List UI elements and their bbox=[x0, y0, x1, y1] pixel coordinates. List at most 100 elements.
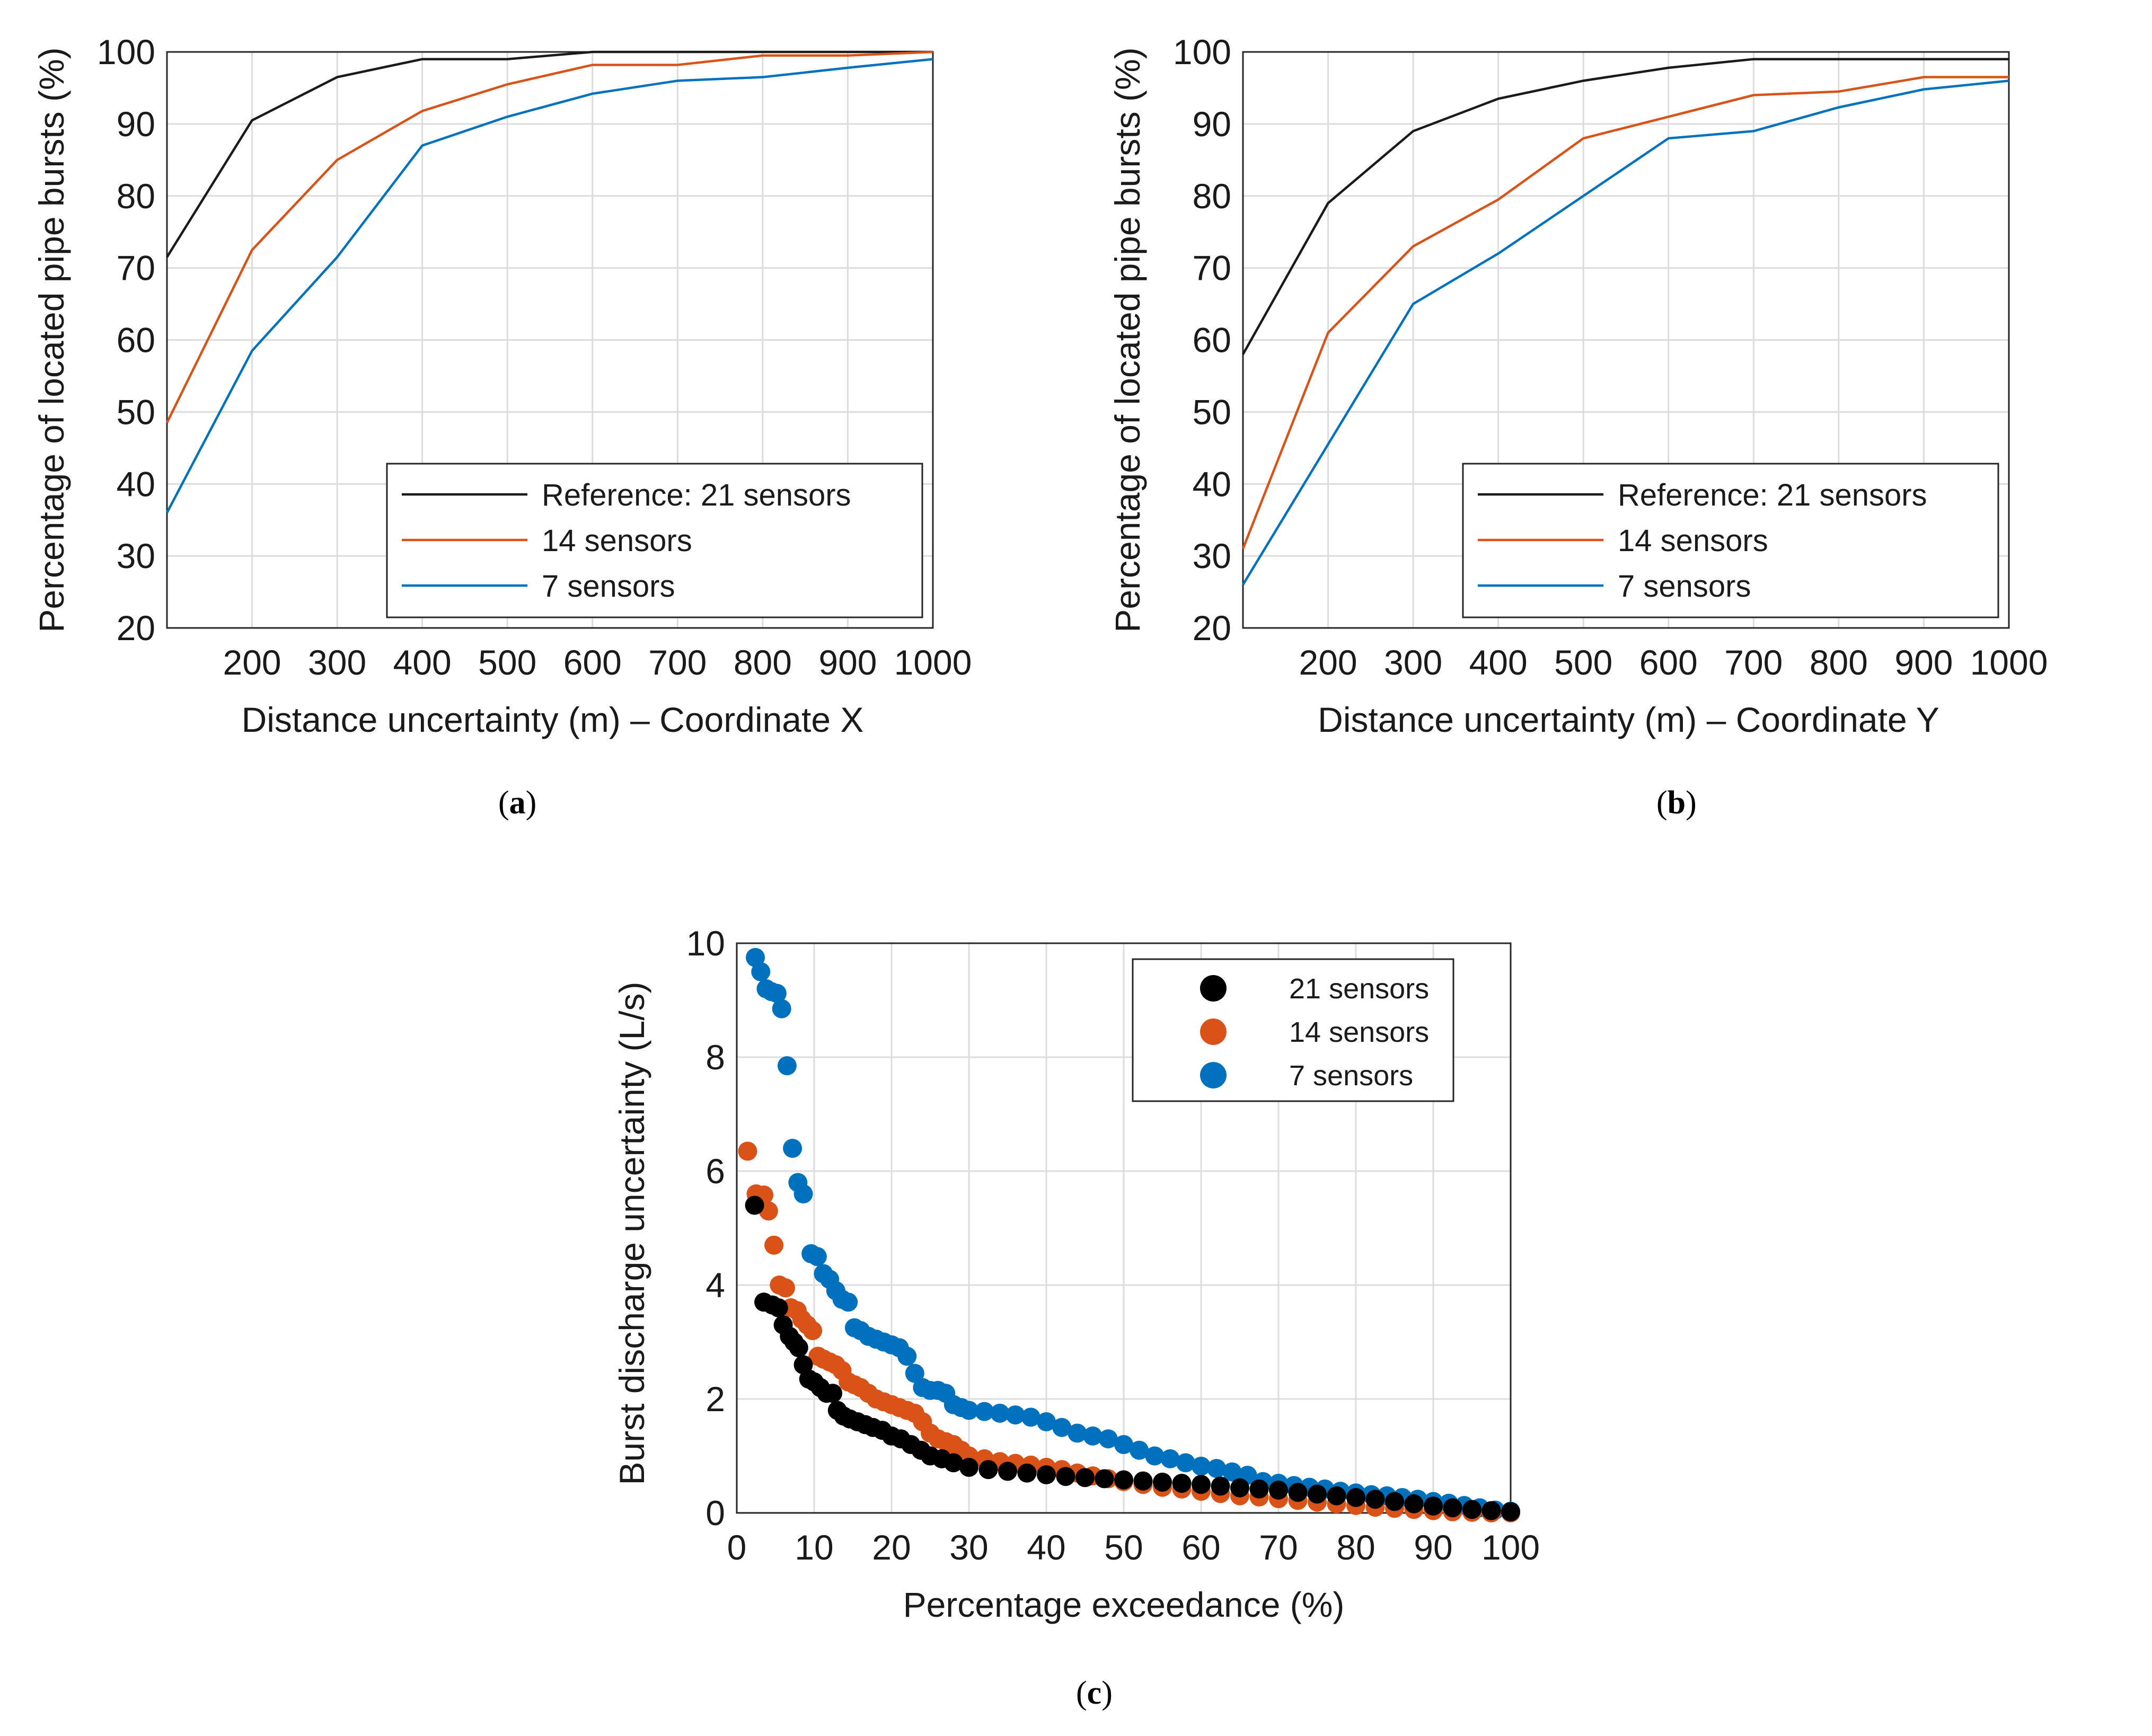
y-tick-label: 20 bbox=[117, 608, 155, 648]
y-tick-label: 2 bbox=[705, 1379, 725, 1419]
y-axis-label: Burst discharge uncertainty (L/s) bbox=[612, 981, 651, 1485]
legend-marker-2 bbox=[1200, 1062, 1227, 1088]
chart-panel-b: 200 300 400 500 600 700 800 900 1000 20 30 40 50 60 70… bbox=[1076, 0, 2152, 848]
line-chart-b: 200 300 400 500 600 700 800 900 1000 20 30 40 50 60 70… bbox=[1108, 32, 2048, 739]
caption-a: (a) bbox=[498, 785, 537, 821]
x-tick-label: 200 bbox=[223, 643, 281, 682]
data-point bbox=[1327, 1486, 1346, 1505]
x-tick-label: 1000 bbox=[1970, 643, 2048, 682]
data-point bbox=[1130, 1440, 1149, 1460]
data-point bbox=[1269, 1481, 1288, 1500]
data-point bbox=[1098, 1429, 1118, 1449]
data-point bbox=[764, 1235, 784, 1255]
data-point bbox=[738, 1141, 757, 1161]
legend-marker-1 bbox=[1200, 1018, 1227, 1045]
series-points-2 bbox=[746, 947, 1520, 1521]
data-point bbox=[1052, 1418, 1072, 1437]
series-line-0 bbox=[1242, 58, 2009, 355]
y-tick-label: 20 bbox=[1193, 608, 1231, 648]
data-point bbox=[1114, 1470, 1133, 1490]
line-chart-a: 200 300 400 500 600 700 800 900 1000 20 30 40 50 60 70… bbox=[32, 32, 972, 739]
chart-panel-c: 0 10 20 30 40 50 60 70 80 90 100 0 2 4 6 8 10 Percentage … bbox=[0, 848, 2152, 1736]
data-point bbox=[1176, 1453, 1195, 1473]
data-point bbox=[772, 999, 791, 1018]
data-point bbox=[775, 1278, 795, 1298]
data-point bbox=[1308, 1484, 1327, 1504]
x-tick-label: 1000 bbox=[894, 643, 972, 682]
data-point bbox=[1037, 1465, 1056, 1484]
data-point bbox=[975, 1402, 994, 1421]
data-point bbox=[1056, 1467, 1075, 1486]
y-tick-label: 6 bbox=[705, 1152, 725, 1191]
plot-frame bbox=[166, 51, 934, 629]
data-point bbox=[1365, 1490, 1385, 1509]
y-tick-label: 80 bbox=[117, 176, 155, 216]
y-tick-label: 70 bbox=[1193, 249, 1231, 288]
data-point bbox=[1083, 1426, 1103, 1446]
series-line-2 bbox=[1242, 79, 2009, 586]
chart-panel-a: 200 300 400 500 600 700 800 900 1000 20 30 40 50 60 70… bbox=[0, 0, 1076, 848]
y-tick-label: 40 bbox=[117, 464, 155, 503]
y-tick-label: 4 bbox=[705, 1265, 725, 1305]
y-tick-label: 0 bbox=[705, 1493, 725, 1533]
y-tick-label: 60 bbox=[1193, 321, 1231, 360]
y-tick-label: 50 bbox=[1193, 392, 1231, 431]
data-point bbox=[1462, 1500, 1481, 1519]
x-axis-label: Percentage exceedance (%) bbox=[903, 1585, 1345, 1624]
x-tick-label: 400 bbox=[393, 643, 452, 682]
x-tick-label: 70 bbox=[1259, 1528, 1298, 1567]
data-point bbox=[777, 1056, 797, 1076]
y-tick-label: 8 bbox=[705, 1038, 725, 1077]
series-line-0 bbox=[166, 50, 933, 258]
data-point bbox=[1385, 1492, 1404, 1511]
data-point bbox=[1192, 1456, 1211, 1476]
data-point bbox=[943, 1453, 963, 1473]
data-point bbox=[1172, 1474, 1192, 1493]
data-point bbox=[767, 984, 787, 1003]
data-point bbox=[1346, 1487, 1365, 1507]
x-axis-label: Distance uncertainty (m) – Coordinate Y bbox=[1318, 700, 1939, 739]
data-point bbox=[783, 1139, 802, 1158]
data-point bbox=[959, 1458, 978, 1477]
data-point bbox=[1037, 1412, 1056, 1431]
legend-label-0: 21 sensors bbox=[1289, 973, 1429, 1005]
legend-label-1: 14 sensors bbox=[542, 524, 692, 558]
x-tick-label: 10 bbox=[795, 1528, 833, 1567]
plot-frame bbox=[736, 942, 1512, 1514]
x-tick-label: 90 bbox=[1414, 1528, 1452, 1567]
legend-label-1: 14 sensors bbox=[1289, 1016, 1429, 1048]
data-point bbox=[793, 1184, 813, 1203]
x-tick-label: 300 bbox=[1384, 643, 1442, 682]
y-tick-label: 100 bbox=[97, 32, 155, 72]
x-tick-label: 800 bbox=[1810, 643, 1868, 682]
data-point bbox=[1404, 1494, 1424, 1513]
data-point bbox=[745, 1195, 764, 1215]
legend-marker-0 bbox=[1200, 975, 1227, 1002]
x-tick-label: 100 bbox=[1481, 1528, 1540, 1567]
series-line-1 bbox=[1241, 76, 2009, 550]
y-axis-label: Percentage of located pipe bursts (%) bbox=[32, 47, 71, 632]
y-tick-label: 40 bbox=[1193, 464, 1231, 503]
data-point bbox=[1222, 1462, 1242, 1482]
plot-frame bbox=[1242, 51, 2010, 629]
x-tick-label: 800 bbox=[734, 643, 792, 682]
x-tick-label: 20 bbox=[872, 1528, 911, 1567]
x-tick-label: 80 bbox=[1336, 1528, 1375, 1567]
data-point bbox=[1006, 1405, 1025, 1425]
data-point bbox=[998, 1462, 1017, 1481]
x-tick-label: 50 bbox=[1104, 1528, 1143, 1567]
data-point bbox=[978, 1460, 998, 1480]
x-tick-label: 300 bbox=[308, 643, 366, 682]
data-point bbox=[751, 962, 771, 981]
y-tick-label: 30 bbox=[117, 536, 155, 575]
data-point bbox=[839, 1292, 858, 1312]
y-tick-label: 30 bbox=[1193, 536, 1231, 575]
legend-box bbox=[1132, 958, 1454, 1102]
data-point bbox=[789, 1338, 808, 1358]
y-axis-label: Percentage of located pipe bursts (%) bbox=[1108, 47, 1147, 632]
x-tick-label: 900 bbox=[1894, 643, 1953, 682]
caption-b: (b) bbox=[1656, 785, 1697, 821]
legend-label-0: Reference: 21 sensors bbox=[542, 478, 851, 512]
x-tick-label: 500 bbox=[1554, 643, 1612, 682]
data-point bbox=[1481, 1501, 1501, 1520]
